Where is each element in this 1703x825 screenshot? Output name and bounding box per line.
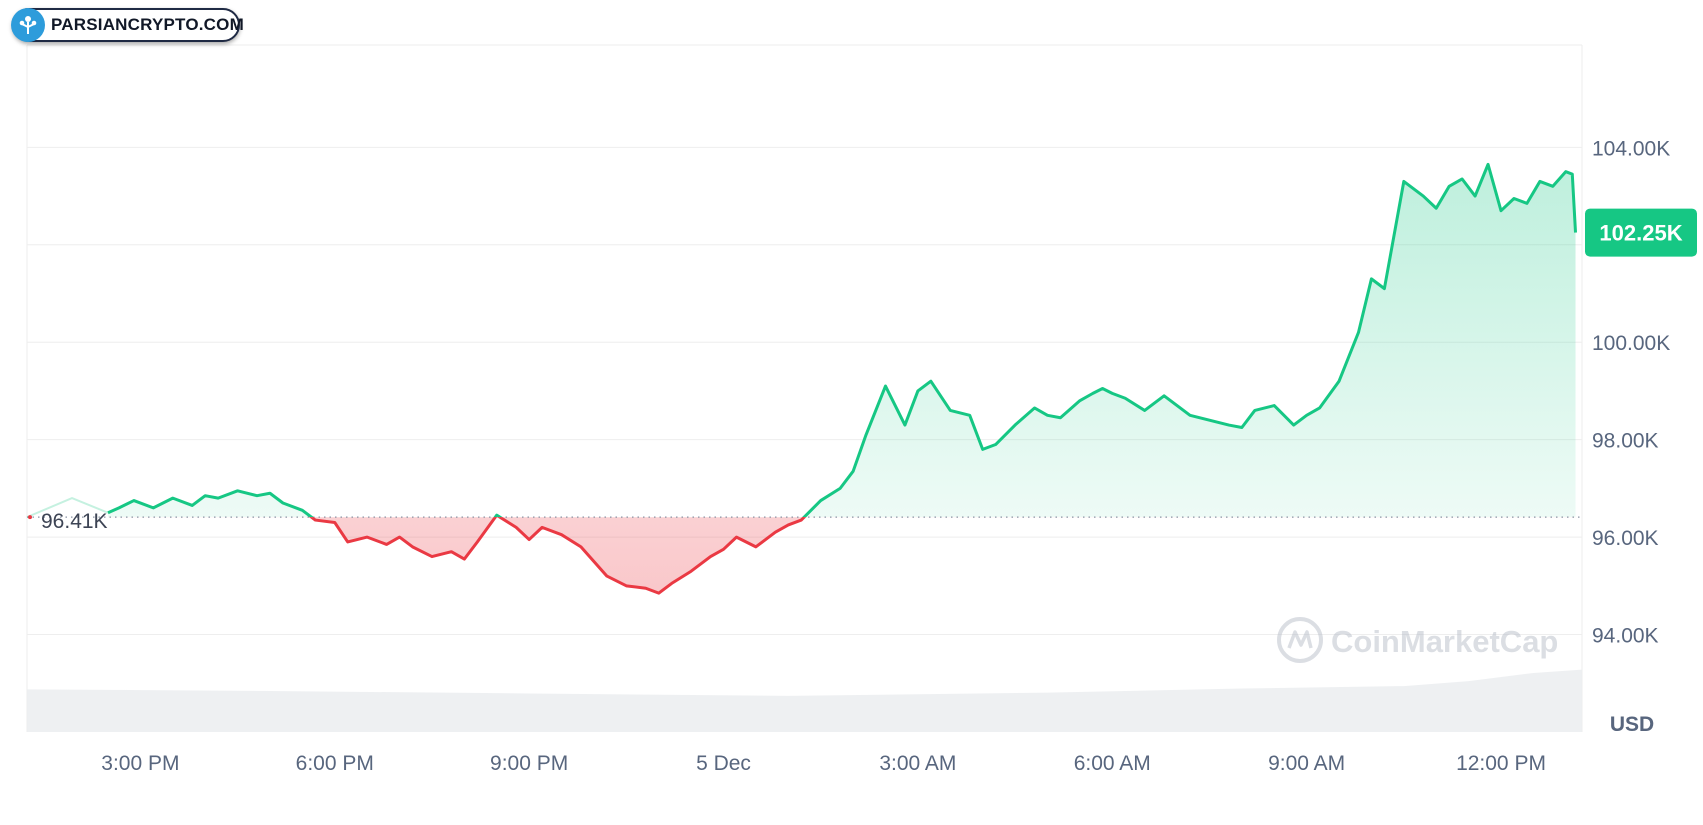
x-tick-label: 3:00 AM	[879, 752, 956, 775]
volume-area	[27, 670, 1582, 732]
y-tick-label: 96.00K	[1592, 527, 1659, 550]
crypto-tree-icon	[11, 8, 45, 42]
watermark: CoinMarketCap	[1279, 619, 1558, 661]
x-tick-label: 9:00 PM	[490, 752, 568, 775]
y-tick-label: 98.00K	[1592, 430, 1659, 453]
y-tick-label: 94.00K	[1592, 625, 1659, 648]
watermark-text: CoinMarketCap	[1331, 624, 1558, 659]
x-tick-label: 5 Dec	[696, 752, 751, 775]
y-tick-label: 104.00K	[1592, 137, 1670, 160]
site-badge-text: PARSIANCRYPTO.COM	[51, 15, 244, 35]
x-tick-label: 6:00 PM	[296, 752, 374, 775]
current-price-label: 102.25K	[1599, 221, 1682, 246]
x-tick-label: 3:00 PM	[101, 752, 179, 775]
y-unit-label: USD	[1610, 713, 1654, 736]
x-tick-label: 9:00 AM	[1268, 752, 1345, 775]
x-tick-label: 6:00 AM	[1074, 752, 1151, 775]
baseline-marker	[28, 515, 32, 519]
y-tick-label: 100.00K	[1592, 332, 1670, 355]
site-badge[interactable]: PARSIANCRYPTO.COM	[12, 8, 240, 42]
baseline-label: 96.41K	[41, 510, 108, 533]
x-tick-label: 12:00 PM	[1456, 752, 1546, 775]
area-above-baseline	[108, 164, 1576, 593]
